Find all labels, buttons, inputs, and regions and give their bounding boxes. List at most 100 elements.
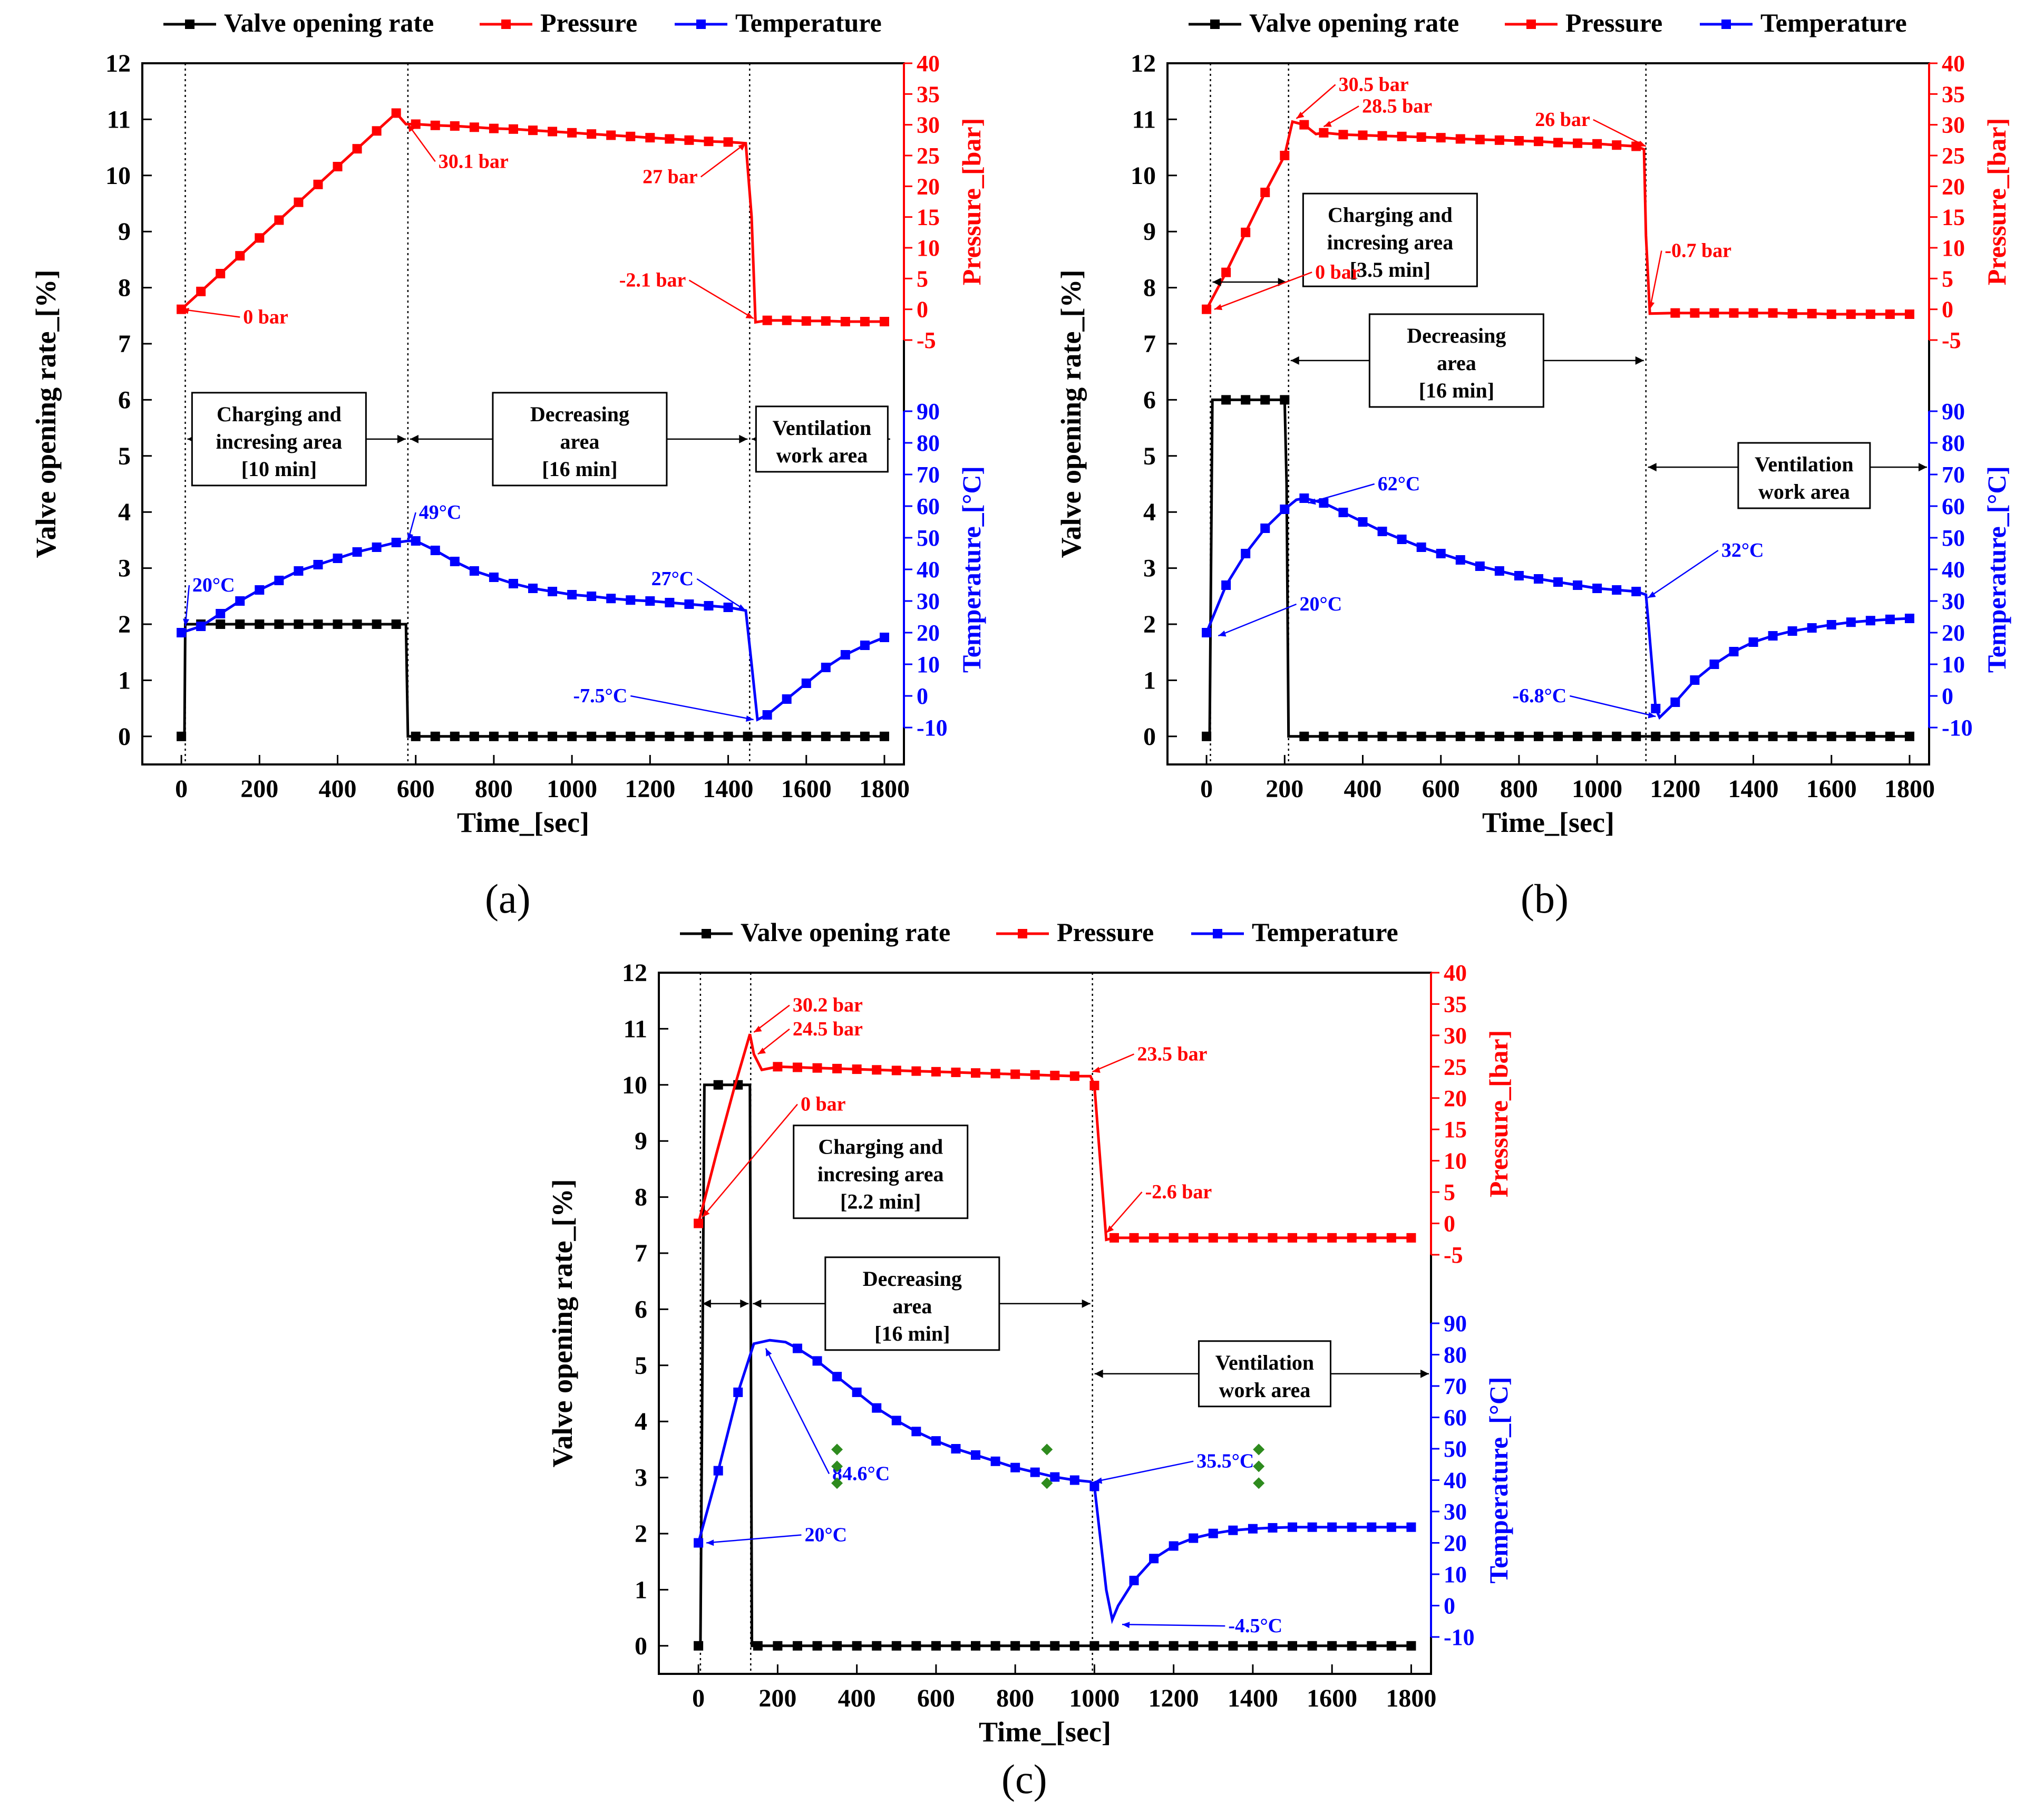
data-point-valve-opening-rate [1709,731,1719,741]
region-label-text: [3.5 min] [1350,258,1430,282]
data-point-temperature [587,592,597,601]
data-point-temperature [713,1466,723,1476]
temperature-tick-label: 60 [1444,1405,1467,1431]
data-point-pressure [508,124,518,134]
y-tick-label: 3 [118,555,131,583]
data-point-temperature [1347,1522,1357,1532]
data-point-valve-opening-rate [235,619,245,629]
data-point-valve-opening-rate [645,731,655,741]
marker-diamond [831,1443,843,1456]
data-point-pressure [1386,1233,1396,1243]
data-point-valve-opening-rate [782,731,792,741]
x-tick-label: 800 [996,1684,1034,1712]
data-point-temperature [1670,697,1680,707]
data-point-temperature [1260,524,1270,533]
region-label-box [492,392,668,487]
legend-label: Pressure [540,8,637,37]
region-label-box [1302,192,1478,287]
y-tick-label: 8 [635,1184,647,1212]
data-point-temperature [1319,498,1329,508]
annotation-arrow-head [183,618,190,627]
data-point-pressure [1228,1233,1238,1243]
data-point-valve-opening-rate [469,731,479,741]
data-point-temperature [1651,704,1661,713]
region-label-text: Ventilation [1755,452,1853,476]
data-point-valve-opening-rate [1338,731,1348,741]
data-point-temperature [274,576,284,585]
data-point-valve-opening-rate [840,731,850,741]
data-point-valve-opening-rate [1748,731,1758,741]
data-point-valve-opening-rate [1202,731,1212,741]
data-point-temperature [762,710,772,720]
annotation-label: 32°C [1721,539,1764,561]
data-point-valve-opening-rate [1347,1641,1357,1651]
pressure-tick-label: 35 [917,81,940,107]
x-tick-label: 1200 [625,775,675,803]
data-point-temperature [1241,549,1251,558]
y-tick-label: 5 [635,1352,647,1380]
data-point-pressure [792,1062,802,1072]
data-point-valve-opening-rate [1109,1641,1119,1651]
x-tick-label: 400 [319,775,357,803]
data-point-pressure [1406,1233,1416,1243]
x-tick-label: 400 [1344,775,1382,803]
data-point-temperature [1149,1554,1159,1564]
data-point-temperature [1865,616,1875,626]
y-tick-label: 4 [635,1408,647,1436]
data-point-valve-opening-rate [430,731,440,741]
x-tick-label: 800 [1500,775,1538,803]
data-point-temperature [1397,535,1407,544]
x-tick-label: 1600 [1806,775,1857,803]
temperature-tick-label: -10 [1444,1624,1475,1650]
data-point-temperature [1129,1575,1139,1585]
pressure-tick-label: 30 [1942,112,1965,138]
data-point-temperature [1690,675,1700,685]
pressure-tick-label: 10 [1942,235,1965,261]
data-point-valve-opening-rate [1846,731,1856,741]
annotation-arrow-head [407,124,415,132]
data-point-temperature [1885,614,1895,624]
data-point-valve-opening-rate [951,1641,961,1651]
marker-diamond [1041,1443,1053,1456]
data-point-temperature [411,536,421,546]
y-tick-label: 3 [635,1464,647,1492]
annotation-label: 20°C [192,574,235,596]
data-point-valve-opening-rate [1807,731,1817,741]
temperature-axis-label: Temperature_[°C] [1484,1377,1513,1583]
temperature-tick-label: 0 [1942,683,1953,709]
data-point-valve-opening-rate [1436,731,1446,741]
region-label-box [1198,1340,1331,1408]
data-point-valve-opening-rate [1307,1641,1317,1651]
data-point-valve-opening-rate [1228,1641,1238,1651]
data-point-valve-opening-rate [1690,731,1700,741]
plot-frame [658,972,1432,1675]
data-point-temperature [1494,566,1504,576]
series-line-temperature [181,539,885,722]
data-point-pressure [1670,308,1680,318]
data-point-pressure [1169,1233,1179,1243]
data-point-pressure [1327,1233,1337,1243]
annotation-leader [1106,1191,1143,1234]
temperature-tick-label: 70 [917,462,940,488]
y-tick-label: 11 [107,105,131,133]
temperature-tick-label: 0 [1444,1593,1455,1619]
temperature-tick-label: 40 [1942,557,1965,583]
x-axis-label: Time_[sec] [1482,807,1614,838]
data-point-pressure [821,316,831,326]
temperature-tick-label: 90 [917,399,940,424]
data-point-temperature [528,584,538,593]
data-point-pressure [990,1069,1000,1079]
data-point-temperature [860,641,870,650]
legend-swatch-marker [1213,929,1222,938]
data-point-valve-opening-rate [684,731,694,741]
data-point-temperature [1221,580,1231,590]
temperature-tick-label: -10 [1942,715,1973,741]
data-point-valve-opening-rate [1865,731,1875,741]
annotation-leader [688,279,754,319]
temperature-tick-label: 40 [917,557,940,583]
temperature-tick-label: 50 [917,525,940,551]
annotation-arrow-head [407,532,414,541]
annotation-arrow-head [702,1209,710,1217]
y-tick-label: 2 [635,1520,647,1548]
